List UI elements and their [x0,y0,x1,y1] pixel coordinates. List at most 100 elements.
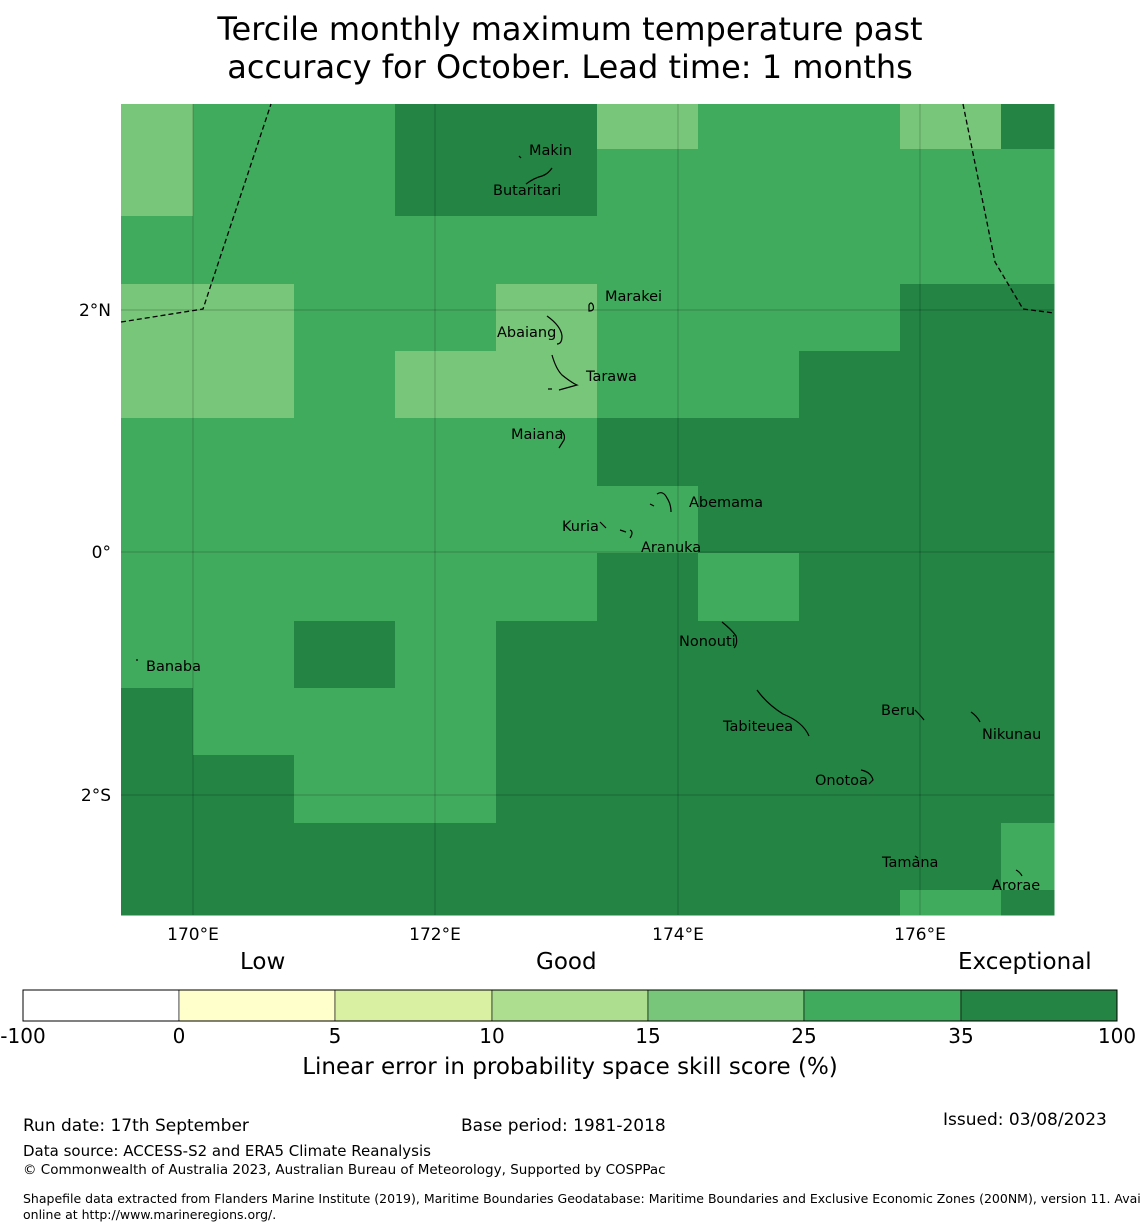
grid-cell [799,284,901,352]
grid-cell [900,755,1002,824]
island-aranuka [629,529,633,539]
colorbar-swatches [22,989,1118,1022]
grid-cell [193,890,295,916]
grid-cell [121,486,194,554]
grid-cell [698,284,800,352]
island-maiana [558,429,566,449]
label-tabiteuea: Tabiteuea [722,719,793,735]
grid-cell [294,823,396,891]
grid-cell [900,104,1002,150]
grid-cell [121,890,194,916]
shapefile-credit-2: online at http://www.marineregions.org/. [23,1207,277,1222]
grid-cell [496,890,598,916]
grid-cell [294,216,396,285]
colorbar-swatch [178,989,336,1022]
grid-cell [395,688,497,756]
grid-cell [1001,688,1055,756]
lon-tick-170: 170°E [167,925,219,945]
grid-cell [1001,284,1055,352]
label-marakei: Marakei [605,289,662,305]
label-nonouti: Nonouti [679,634,736,650]
grid-cell [496,486,598,554]
grid-cell [698,688,800,756]
grid-cell [121,216,194,285]
copyright: © Commonwealth of Australia 2023, Austra… [23,1162,666,1178]
grid-cell [294,688,396,756]
graticule [121,104,1054,915]
grid-cell [193,823,295,891]
grid-cell [900,149,1002,217]
grid-cell [395,104,497,150]
grid-cell [496,104,598,150]
grid-cell [121,149,194,217]
colorbar-tick: -100 [0,1024,46,1048]
island-labels: Makin Butaritari Marakei Abaiang Tarawa … [146,143,1041,894]
grid-cell [799,486,901,554]
grid-cell [395,149,497,217]
grid-cell [496,621,598,689]
skill-grid [121,104,1055,916]
grid-cell [395,553,497,622]
skill-map: Makin Butaritari Marakei Abaiang Tarawa … [79,103,1055,945]
lat-tick-2n: 2°N [79,301,111,321]
label-maiana: Maiana [511,427,563,443]
grid-cell [395,755,497,824]
grid-cell [193,149,295,217]
grid-cell [294,486,396,554]
grid-cell [799,890,901,916]
grid-cell [294,284,396,352]
grid-cell [193,104,295,150]
grid-cell [395,823,497,891]
grid-cell [597,418,699,487]
island-makin [518,155,522,159]
grid-cell [193,688,295,756]
grid-cell [496,553,598,622]
eez-boundary-east [962,103,1055,314]
grid-cell [597,755,699,824]
island-tarawa [551,354,579,391]
colorbar-tick: 100 [1097,1024,1137,1048]
colorbar-swatch [491,989,649,1022]
grid-cell [395,284,497,352]
grid-cell [121,104,194,150]
grid-cell [900,216,1002,285]
grid-cell [698,216,800,285]
grid-cell [698,823,800,891]
grid-cell [698,351,800,419]
grid-cell [799,104,901,150]
grid-cell [1001,553,1055,622]
grid-cell [799,755,901,824]
issued-date: Issued: 03/08/2023 [943,1110,1107,1130]
island-tabiteuea [756,689,810,737]
eez-boundaries [120,103,1055,323]
grid-cell [294,890,396,916]
grid-cell [597,890,699,916]
grid-cell [395,418,497,487]
grid-cell [1001,890,1055,916]
grid-cell [121,621,194,689]
label-makin: Makin [529,143,572,159]
grid-cell [1001,621,1055,689]
eez-boundary-west [120,103,272,323]
lat-tick-0: 0° [92,543,111,563]
grid-cell [597,486,699,554]
label-kuria: Kuria [562,519,599,535]
grid-cell [193,351,295,419]
grid-cell [193,621,295,689]
grid-cell [121,755,194,824]
grid-cell [698,553,800,622]
colorbar [22,989,1118,1022]
grid-cell [294,621,396,689]
label-nikunau: Nikunau [982,727,1041,743]
run-date: Run date: 17th September [23,1116,249,1136]
grid-cell [121,284,194,352]
grid-cell [121,553,194,622]
grid-cell [799,823,901,891]
colorbar-tick: 10 [479,1024,505,1048]
grid-cell [496,418,598,487]
grid-cell [698,104,800,150]
colorbar-frame [22,989,1118,1022]
grid-cell [1001,104,1055,150]
colorbar-swatch [22,989,180,1022]
grid-cell [193,553,295,622]
